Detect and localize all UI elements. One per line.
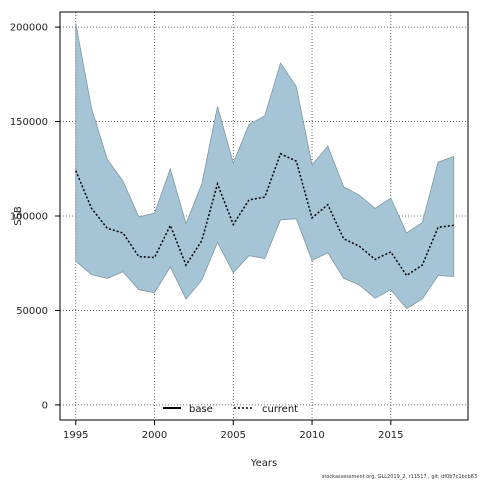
x-axis: 1995 2000 2005 2010 2015 (63, 420, 404, 441)
confidence-band (75, 23, 455, 310)
y-tick-label: 100000 (10, 212, 48, 223)
x-tick-label: 2015 (378, 430, 403, 441)
y-tick-label: 200000 (10, 23, 48, 34)
legend: base current (163, 404, 298, 415)
y-axis-label: SSB (13, 206, 24, 226)
y-tick-label: 0 (42, 400, 48, 411)
x-tick-label: 2000 (142, 430, 167, 441)
legend-label-base: base (189, 404, 213, 415)
x-axis-label: Years (250, 458, 277, 469)
x-tick-label: 2005 (221, 430, 246, 441)
x-tick-label: 1995 (63, 430, 88, 441)
footer-credit: stockassessment.org, GLL2019_2, r11517 ,… (322, 474, 477, 480)
x-tick-label: 2010 (299, 430, 324, 441)
y-tick-label: 150000 (10, 117, 48, 128)
y-axis: 0 50000 100000 150000 200000 (10, 23, 60, 411)
y-tick-label: 50000 (16, 306, 48, 317)
legend-label-current: current (262, 404, 298, 415)
